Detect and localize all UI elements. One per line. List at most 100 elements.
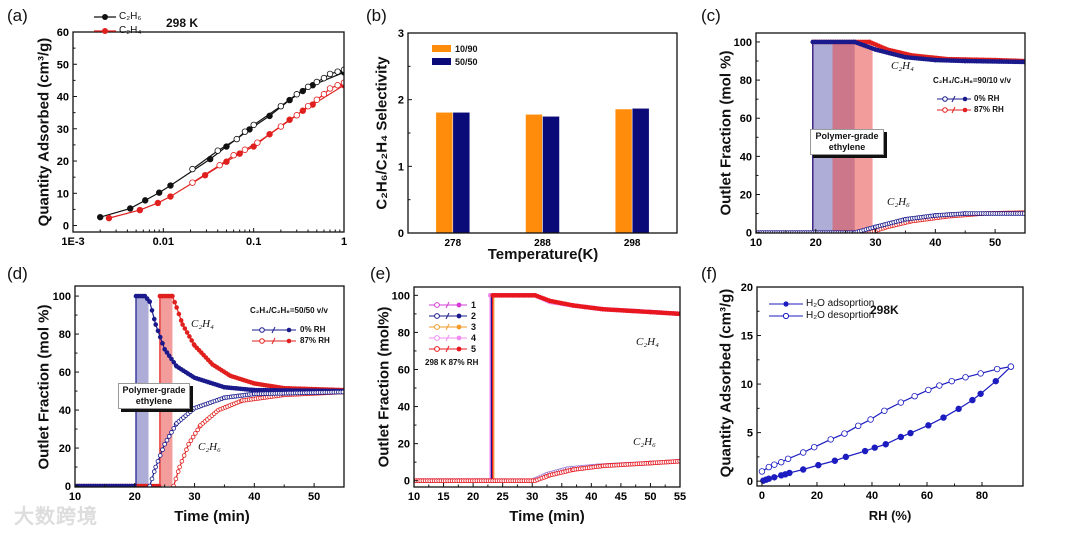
temperature-annotation: 298 K <box>166 16 199 30</box>
x-tick-label: 20 <box>811 490 823 502</box>
data-point <box>96 213 104 221</box>
x-axis-title-b: Temperature(K) <box>487 246 599 263</box>
legend-open-marker <box>434 324 440 330</box>
temperature-annotation: 298K <box>870 303 899 317</box>
data-point <box>925 422 932 429</box>
x-tick-label: 40 <box>929 237 941 249</box>
x-axis-title-d: Time (min) <box>174 508 250 525</box>
y-axis-title-d: Outlet Fraction (mol %) <box>35 304 53 470</box>
y-tick-label: 10 <box>741 379 753 391</box>
x-tick-label: 0 <box>759 490 765 502</box>
y-tick-label: 80 <box>398 327 410 339</box>
data-point <box>815 461 822 469</box>
x-tick-label: 30 <box>869 237 881 249</box>
data-point <box>326 70 334 78</box>
axes-frame <box>756 286 1024 487</box>
legend-label-run-5: 5 <box>471 344 477 354</box>
data-point <box>142 197 149 204</box>
data-point <box>936 382 943 389</box>
data-point <box>151 469 157 474</box>
legend-break <box>445 312 450 320</box>
data-point <box>993 365 1001 373</box>
plot-area <box>96 66 344 222</box>
c2h4-curve-label: C₂H₄ <box>891 60 914 72</box>
series-line <box>763 366 1012 482</box>
data-point <box>193 431 198 436</box>
data-point <box>881 407 888 414</box>
data-point <box>778 459 785 466</box>
data-point <box>164 437 170 443</box>
legend-label-run-2: 2 <box>471 311 477 321</box>
data-point <box>977 390 984 397</box>
y-tick-label: 60 <box>398 364 410 376</box>
data-point <box>940 414 947 421</box>
legend-filled-marker <box>456 335 462 341</box>
data-point <box>177 464 182 470</box>
data-point <box>831 457 839 464</box>
y-tick-label: 80 <box>59 329 71 341</box>
panel-f: 0 5 10 15 20 0 20 40 60 80 <box>741 282 1024 502</box>
legend-open-marker <box>434 313 440 319</box>
feed-ratio-label: C₂H₄/C₂H₆=90/10 v/v <box>933 76 1011 85</box>
legend-markers-a <box>94 14 116 34</box>
data-point <box>911 393 918 400</box>
data-point <box>897 399 905 406</box>
data-point <box>871 444 878 451</box>
plot-area <box>758 363 1015 484</box>
data-point <box>153 322 159 327</box>
legend-label-c2h6: C₂H₆ <box>119 11 142 22</box>
y-tick-label: 100 <box>734 37 752 49</box>
y-tick-label: 0 <box>746 228 752 240</box>
legend-filled-marker <box>456 313 462 319</box>
y-axis-title-c: Outlet Fraction (mol %) <box>717 50 735 216</box>
y-tick-label: 30 <box>57 124 69 136</box>
data-point <box>304 83 312 91</box>
data-point <box>304 102 312 110</box>
data-point <box>241 146 249 153</box>
feed-ratio-label: C₂H₄/C₂H₆=50/50 v/v <box>250 306 328 315</box>
axes-frame <box>74 285 345 488</box>
data-point <box>800 466 807 473</box>
data-point <box>182 326 188 331</box>
x-tick-label: 50 <box>644 491 656 503</box>
legend-label-0rh: 0% RH <box>974 94 1000 103</box>
y-tick-label: 40 <box>57 92 69 104</box>
x-tick-label: 40 <box>585 491 597 503</box>
x-tick-label: 20 <box>810 237 822 249</box>
y-tick-label: 50 <box>57 59 69 71</box>
data-point <box>157 334 163 340</box>
data-point <box>190 434 196 440</box>
y-tick-label: 20 <box>59 443 71 455</box>
data-point <box>151 316 157 322</box>
y-axis-title-f: Quantity Adsorbed (cm³/g) <box>717 288 735 478</box>
legend-label-run-1: 1 <box>471 300 477 310</box>
legend-filled-marker <box>456 324 462 330</box>
legend-open-marker <box>434 335 440 341</box>
data-point <box>179 458 185 464</box>
data-point <box>147 483 153 487</box>
y-axis-title-b: C₂H₆/C₂H₄ Selectivity <box>373 56 391 210</box>
data-point <box>334 68 341 75</box>
data-point <box>184 447 189 453</box>
legend-markers-f <box>769 301 803 320</box>
data-point <box>214 147 221 154</box>
data-point <box>842 453 850 461</box>
x-tick-label: 30 <box>526 491 538 503</box>
panel-label-f: (f) <box>701 264 718 283</box>
legend-open-marker <box>434 346 440 352</box>
data-point <box>992 377 999 385</box>
x-tick-label: 40 <box>866 490 878 502</box>
y-tick-label: 5 <box>747 428 753 440</box>
data-point <box>172 299 178 305</box>
legend-open-marker <box>434 302 440 308</box>
data-point <box>153 464 159 470</box>
data-point <box>162 441 167 447</box>
data-point <box>189 338 194 343</box>
legend-swatch-10-90 <box>432 45 451 52</box>
data-point <box>154 199 162 207</box>
data-point <box>181 453 187 458</box>
bar-50/50-298 <box>631 108 650 233</box>
data-point <box>173 476 179 482</box>
